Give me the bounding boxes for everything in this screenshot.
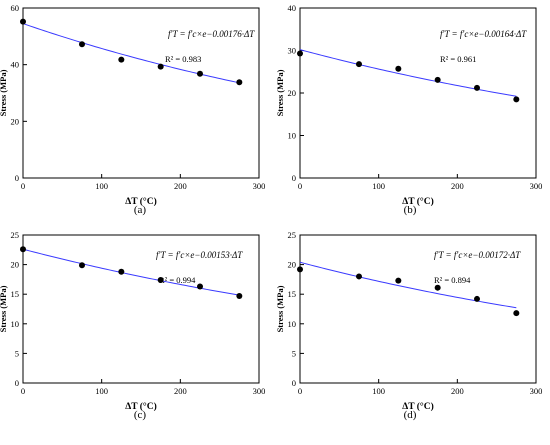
panel-caption: (d) (404, 409, 417, 421)
data-point (474, 295, 480, 302)
x-tick-label: 300 (253, 181, 266, 191)
panel-caption: (b) (404, 204, 417, 216)
panel-caption: (a) (134, 204, 147, 216)
x-tick-label: 200 (174, 181, 187, 191)
y-tick-label: 40 (11, 60, 20, 70)
x-tick-label: 0 (298, 386, 302, 396)
x-tick-label: 200 (174, 386, 187, 396)
chart-panel-4: 0 100 200 300 0 5 10 15 20 25 ΔT (°C) Stress (MPa) f… (275, 230, 542, 421)
r-squared-label: R² = 0.994 (159, 275, 196, 285)
data-point (297, 50, 303, 57)
y-tick-label: 60 (11, 3, 20, 13)
data-point (297, 266, 303, 273)
y-tick-label: 25 (11, 230, 20, 240)
x-tick-label: 300 (530, 386, 543, 396)
x-tick-label: 200 (451, 181, 464, 191)
fit-curve (22, 23, 240, 84)
fit-curve (299, 261, 517, 309)
r-squared-label: R² = 0.983 (165, 54, 201, 64)
chart-panel-3: 0 100 200 300 0 5 10 15 20 25 ΔT (°C) Stress (MPa) f… (0, 230, 265, 421)
y-tick-label: 15 (11, 289, 20, 299)
y-axis-label: Stress (MPa) (275, 69, 285, 116)
chart-panel-1: 0 100 200 300 0 20 40 60 ΔT (°C) Stress (MPa) f′T … (0, 3, 265, 216)
y-tick-label: 0 (292, 378, 296, 388)
fit-equation: f′T = f′c×e−0.00172·ΔT (434, 250, 521, 260)
r-squared-label: R² = 0.894 (434, 275, 471, 285)
r-squared-label: R² = 0.961 (440, 54, 476, 64)
y-axis-label: Stress (MPa) (0, 285, 8, 332)
x-axis-label: ΔT (°C) (402, 196, 433, 207)
y-tick-label: 5 (292, 348, 296, 358)
x-tick-label: 200 (451, 386, 464, 396)
x-tick-label: 100 (372, 386, 385, 396)
y-tick-label: 30 (288, 46, 297, 56)
chart-panel-2: 0 100 200 300 0 10 20 30 40 ΔT (°C) Stress (MPa) f′… (275, 3, 542, 216)
data-point (236, 292, 243, 299)
data-point (236, 79, 243, 86)
x-axis-label: ΔT (°C) (125, 401, 156, 412)
x-axis-label: ΔT (°C) (125, 196, 156, 207)
data-point (513, 310, 520, 317)
y-axis-label: Stress (MPa) (0, 69, 8, 116)
data-point (157, 63, 164, 70)
fit-equation: f′T = f′c×e−0.00153·ΔT (156, 250, 243, 260)
x-tick-label: 100 (95, 181, 108, 191)
x-tick-label: 100 (372, 181, 385, 191)
data-point (157, 276, 164, 283)
y-tick-label: 20 (288, 260, 297, 270)
data-point (356, 273, 362, 280)
data-point (79, 262, 85, 269)
fit-curve (299, 49, 517, 97)
y-tick-label: 0 (15, 378, 19, 388)
y-tick-label: 20 (11, 260, 20, 270)
y-tick-label: 10 (288, 319, 297, 329)
x-tick-label: 0 (21, 181, 25, 191)
data-point (79, 41, 85, 48)
y-tick-label: 15 (288, 289, 297, 299)
data-point (118, 268, 125, 275)
y-tick-label: 20 (11, 116, 20, 126)
data-point (434, 76, 441, 83)
y-axis-label: Stress (MPa) (275, 285, 285, 332)
data-point (197, 70, 203, 77)
fit-equation: f′T = f′c×e−0.00176·ΔT (168, 29, 255, 39)
data-point (356, 61, 362, 68)
plot-frame (299, 234, 537, 384)
y-tick-label: 20 (288, 88, 297, 98)
x-tick-label: 300 (253, 386, 266, 396)
x-tick-label: 0 (298, 181, 302, 191)
y-tick-label: 5 (15, 348, 19, 358)
data-point (118, 56, 125, 63)
plot-frame (22, 7, 260, 179)
data-point (395, 277, 402, 284)
data-point (197, 283, 203, 290)
fit-curve (22, 248, 240, 296)
x-tick-label: 100 (95, 386, 108, 396)
data-point (513, 96, 520, 103)
x-axis-label: ΔT (°C) (402, 401, 433, 412)
y-tick-label: 10 (288, 131, 297, 141)
x-tick-label: 0 (21, 386, 25, 396)
data-point (395, 65, 402, 72)
y-tick-label: 25 (288, 230, 297, 240)
x-tick-label: 300 (530, 181, 543, 191)
fit-equation: f′T = f′c×e−0.00164·ΔT (440, 29, 527, 39)
data-point (20, 246, 26, 253)
y-tick-label: 10 (11, 319, 20, 329)
data-point (434, 284, 441, 291)
y-tick-label: 0 (15, 173, 19, 183)
data-point (20, 18, 26, 25)
y-tick-label: 40 (288, 3, 297, 13)
y-tick-label: 0 (292, 173, 296, 183)
panel-caption: (c) (134, 409, 147, 421)
data-point (474, 84, 480, 91)
plot-frame (22, 234, 260, 384)
